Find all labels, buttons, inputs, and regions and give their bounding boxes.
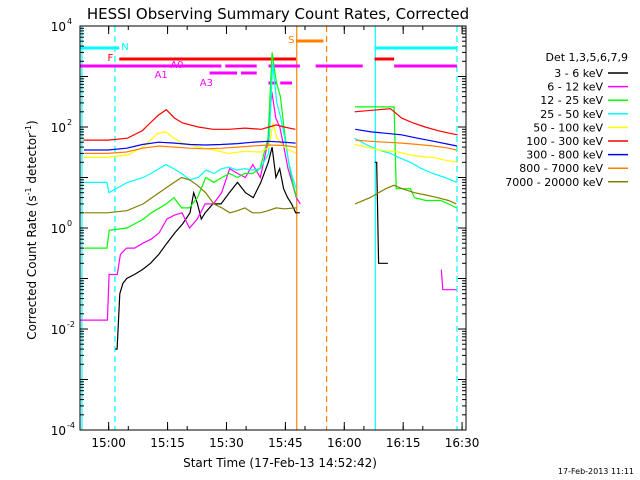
series-line-5 <box>83 108 296 141</box>
y-tick-exponent-2: 0 <box>67 219 72 228</box>
series-line-9 <box>374 161 388 264</box>
legend-entry-4: 50 - 100 keV <box>533 121 603 134</box>
series-line-0 <box>115 146 300 350</box>
series-line-3 <box>83 63 297 194</box>
x-tick-label-0: 15:00 <box>91 436 126 450</box>
y-axis-label-sup1: -1 <box>24 187 33 195</box>
chart-title: HESSI Observing Summary Count Rates, Cor… <box>87 5 469 23</box>
y-tick-label-3: 10 <box>51 323 66 337</box>
timestamp: 17-Feb-2013 11:11 <box>558 467 634 476</box>
series-line-16 <box>355 139 457 151</box>
series-line-8 <box>84 176 297 214</box>
x-tick-label-2: 15:30 <box>209 436 244 450</box>
series-line-7 <box>84 144 297 154</box>
y-tick-base: 10 <box>51 323 66 337</box>
y-axis-label: Corrected Count Rate (s-1 detector-1) <box>24 120 39 339</box>
legend-entry-2: 12 - 25 keV <box>540 94 603 107</box>
x-tick-label-5: 16:15 <box>386 436 421 450</box>
series-line-13 <box>354 143 458 163</box>
y-tick-exponent-1: 2 <box>67 118 72 127</box>
y-tick-exponent-4: -4 <box>67 421 75 430</box>
series-line-11 <box>355 106 457 209</box>
y-tick-label-1: 10 <box>51 121 66 135</box>
legend-entry-0: 3 - 6 keV <box>554 67 603 80</box>
y-axis-label-part2: detector <box>25 133 39 188</box>
series-line-14 <box>354 108 458 136</box>
y-tick-label-0: 10 <box>51 20 66 34</box>
flag-label-A0: A0 <box>170 60 183 71</box>
series-line-6 <box>84 140 296 151</box>
y-tick-base: 10 <box>51 121 66 135</box>
x-axis-label: Start Time (17-Feb-13 14:52:42) <box>183 456 377 470</box>
series-line-4 <box>83 122 297 158</box>
legend-entry-8: 7000 - 20000 keV <box>505 176 603 189</box>
y-tick-base: 10 <box>51 222 66 236</box>
x-tick-label-4: 16:00 <box>327 436 362 450</box>
night-and-saa-markers <box>81 26 458 430</box>
flag-label-A3: A3 <box>200 78 213 89</box>
flag-label-S: S <box>288 35 294 46</box>
flag-label-N: N <box>121 42 128 53</box>
y-axis-label-part1: Corrected Count Rate (s <box>25 195 39 339</box>
y-axis-label-end: ) <box>25 120 39 125</box>
flag-label-F: F <box>107 53 113 64</box>
legend-entry-7: 800 - 7000 keV <box>519 162 603 175</box>
x-tick-label-1: 15:15 <box>150 436 185 450</box>
axes <box>79 25 467 431</box>
series-line-10 <box>440 269 457 291</box>
series-line-17 <box>354 184 457 205</box>
plot-frame <box>79 25 467 431</box>
legend-entry-3: 25 - 50 keV <box>540 108 603 121</box>
series-line-12 <box>354 137 458 183</box>
y-tick-exponent-0: 4 <box>67 17 72 26</box>
y-tick-base: 10 <box>51 424 66 438</box>
series-line-2 <box>84 52 298 249</box>
series-line-15 <box>355 128 458 147</box>
x-tick-labels: 15:00 15:15 15:30 15:45 16:00 16:15 16:30 <box>91 436 479 450</box>
y-tick-base: 10 <box>51 20 66 34</box>
y-axis-label-sup2: -1 <box>24 125 33 133</box>
y-tick-exponent-3: -2 <box>67 320 75 329</box>
y-tick-label-4: 10 <box>51 424 66 438</box>
legend-entry-1: 6 - 12 keV <box>547 81 603 94</box>
legend-entry-5: 100 - 300 keV <box>526 135 603 148</box>
legend-title: Det 1,3,5,6,7,9 <box>545 51 628 64</box>
y-tick-label-2: 10 <box>51 222 66 236</box>
legend-entry-6: 300 - 800 keV <box>526 149 603 162</box>
x-tick-label-6: 16:30 <box>445 436 480 450</box>
data-series <box>80 52 458 350</box>
x-tick-label-3: 15:45 <box>268 436 303 450</box>
flag-label-A1: A1 <box>155 70 168 81</box>
